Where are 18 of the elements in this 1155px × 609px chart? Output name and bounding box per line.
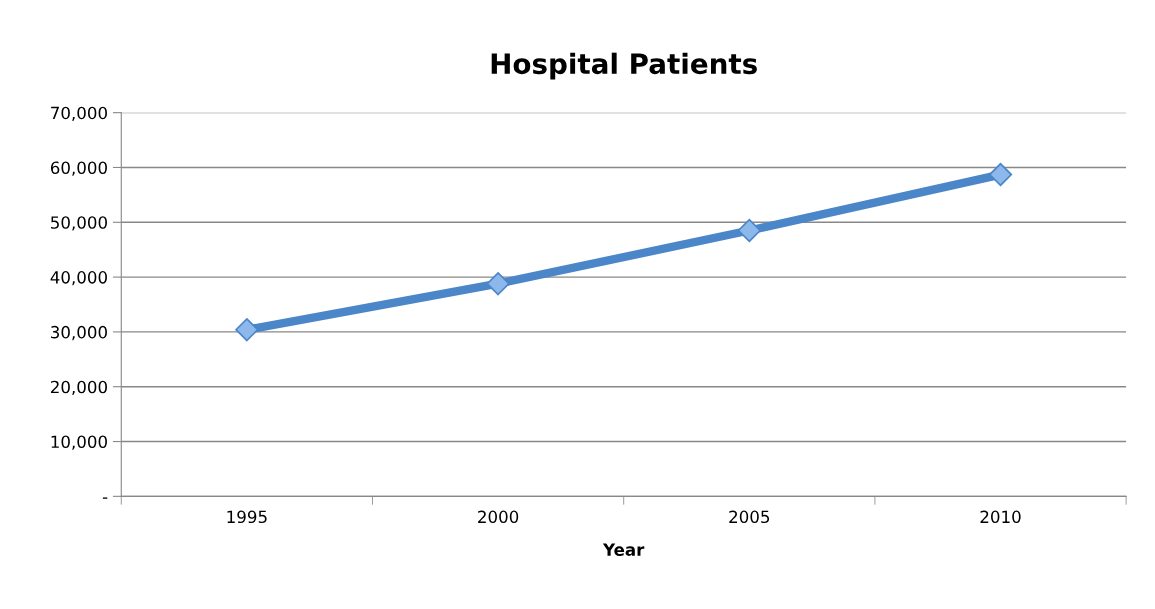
x-tick-label: 2005 <box>729 510 770 524</box>
point <box>486 272 510 296</box>
y-tick-label: 10,000 <box>51 435 107 450</box>
y-tick-label: 20,000 <box>50 380 107 395</box>
x-axis-title: Year <box>602 543 645 556</box>
y-tick-label: 40,000 <box>50 271 107 286</box>
y-tick-label: 30,000 <box>51 325 107 341</box>
y-tick-label: 60,000 <box>50 161 107 176</box>
x-tick-label: 2010 <box>980 510 1021 524</box>
y-tick-label: - <box>102 497 108 499</box>
point <box>988 162 1013 187</box>
y-tick-label: 50,000 <box>51 216 107 231</box>
point <box>235 318 259 342</box>
x-tick-label: 1995 <box>227 510 267 524</box>
x-tick-label: 2000 <box>478 510 519 524</box>
y-tick-label: 70,000 <box>51 106 107 121</box>
point <box>737 218 761 243</box>
chart-title: Hospital Patients <box>491 52 757 80</box>
